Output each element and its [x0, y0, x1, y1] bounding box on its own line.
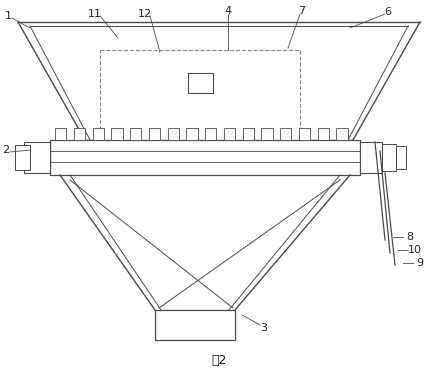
- Bar: [15, 145, 30, 170]
- Bar: [188, 73, 213, 93]
- Text: 6: 6: [385, 7, 392, 17]
- Bar: [167, 128, 179, 140]
- Bar: [149, 128, 160, 140]
- Bar: [92, 128, 104, 140]
- Bar: [280, 128, 291, 140]
- Bar: [50, 140, 360, 175]
- Text: 4: 4: [224, 6, 232, 16]
- Bar: [205, 128, 216, 140]
- Bar: [111, 128, 123, 140]
- Text: 7: 7: [298, 6, 306, 16]
- Bar: [186, 128, 198, 140]
- Text: 图2: 图2: [211, 354, 227, 366]
- Text: 3: 3: [261, 323, 268, 333]
- Bar: [55, 128, 66, 140]
- Text: 1: 1: [4, 11, 11, 21]
- Text: 8: 8: [406, 232, 413, 242]
- Bar: [155, 310, 235, 340]
- Bar: [396, 146, 406, 169]
- Bar: [100, 50, 300, 140]
- Text: 10: 10: [408, 245, 422, 255]
- Text: 9: 9: [417, 258, 424, 268]
- Bar: [243, 128, 254, 140]
- Bar: [74, 128, 85, 140]
- Bar: [24, 142, 50, 173]
- Bar: [224, 128, 235, 140]
- Bar: [382, 144, 396, 171]
- Text: 12: 12: [138, 9, 152, 19]
- Text: 11: 11: [88, 9, 102, 19]
- Bar: [336, 128, 347, 140]
- Text: 2: 2: [3, 145, 10, 155]
- Bar: [130, 128, 141, 140]
- Bar: [261, 128, 272, 140]
- Bar: [318, 128, 329, 140]
- Bar: [360, 142, 382, 173]
- Bar: [299, 128, 310, 140]
